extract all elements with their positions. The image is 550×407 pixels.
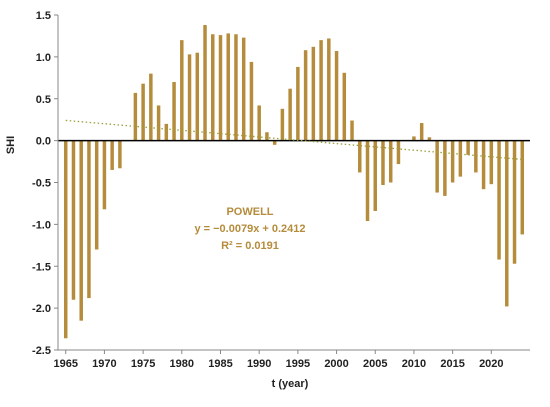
bar xyxy=(164,123,169,141)
bar xyxy=(94,140,99,250)
bar xyxy=(365,140,370,222)
bar xyxy=(195,52,200,141)
bar xyxy=(234,34,238,141)
bar xyxy=(520,140,525,235)
y-tick-label: -1.5 xyxy=(32,261,51,273)
bar xyxy=(342,72,347,141)
bar xyxy=(79,140,83,321)
bar xyxy=(102,140,107,210)
x-tick-label: 1985 xyxy=(208,358,232,370)
bar xyxy=(481,140,486,190)
x-tick-label: 2010 xyxy=(402,358,426,370)
x-tick-label: 2020 xyxy=(479,358,503,370)
x-tick-label: 1980 xyxy=(170,358,194,370)
bar xyxy=(311,46,316,141)
bar xyxy=(427,137,432,141)
y-tick-label: 1.0 xyxy=(36,52,51,64)
bar xyxy=(272,140,277,145)
y-axis-title: SHI xyxy=(5,136,17,154)
y-tick-label: 0.5 xyxy=(36,94,51,106)
x-ticks: 1965 1970 1975 1980 1985 1990 1995 2000 2005 2010… xyxy=(53,350,504,370)
bar xyxy=(218,35,223,141)
y-tick-label: -2.5 xyxy=(32,345,51,357)
bar xyxy=(172,82,176,141)
annotation-name: POWELL xyxy=(226,206,273,218)
y-tick-label: -1.0 xyxy=(32,219,51,231)
bar xyxy=(435,140,439,193)
bar xyxy=(187,54,192,141)
y-tick-label: 0.0 xyxy=(36,136,51,148)
x-tick-label: 1995 xyxy=(286,358,310,370)
bar xyxy=(149,73,153,141)
x-tick-label: 1990 xyxy=(247,358,271,370)
bar xyxy=(443,140,447,196)
bar xyxy=(226,33,230,141)
x-axis-title: t (year) xyxy=(272,378,309,390)
bar xyxy=(87,140,91,299)
bar xyxy=(419,123,424,141)
bar xyxy=(156,105,161,141)
bar xyxy=(458,140,463,177)
bar xyxy=(71,140,76,300)
bar xyxy=(265,132,269,141)
x-tick-label: 2005 xyxy=(363,358,387,370)
bar xyxy=(63,140,68,339)
y-tick-label: -0.5 xyxy=(32,178,51,190)
annotation-r2: R² = 0.0191 xyxy=(221,240,279,252)
trendline xyxy=(65,119,523,161)
bar xyxy=(110,140,114,170)
x-tick-label: 2015 xyxy=(440,358,464,370)
bar xyxy=(350,120,354,141)
bar xyxy=(512,140,517,264)
bar xyxy=(466,140,470,155)
bar xyxy=(249,61,254,141)
bar xyxy=(257,105,261,141)
bar xyxy=(241,37,246,141)
bar xyxy=(505,140,509,307)
bar xyxy=(319,40,323,141)
bar xyxy=(497,140,501,260)
bar xyxy=(474,140,478,173)
x-tick-label: 2000 xyxy=(324,358,348,370)
x-tick-label: 1975 xyxy=(131,358,155,370)
bar xyxy=(412,136,416,141)
bar xyxy=(381,140,385,186)
y-ticks: -2.5 -2.0 -1.5 -1.0 -0.5 0.0 0.5 1.0 1.5 xyxy=(32,10,58,357)
bar xyxy=(303,50,308,141)
bar xyxy=(296,66,300,141)
y-tick-label: -2.0 xyxy=(32,303,51,315)
bar xyxy=(489,140,494,185)
bar xyxy=(118,140,122,169)
y-tick-label: 1.5 xyxy=(36,10,51,22)
bar xyxy=(180,40,184,141)
bar xyxy=(211,34,215,141)
bar xyxy=(203,25,207,141)
bar xyxy=(373,140,377,211)
x-tick-label: 1970 xyxy=(92,358,116,370)
bar xyxy=(288,88,292,141)
bar xyxy=(388,140,393,183)
bar xyxy=(334,51,339,141)
bars-layer xyxy=(63,25,525,339)
bar xyxy=(450,140,455,183)
bar xyxy=(358,140,362,173)
annotation-equation: y = −0.0079x + 0.2412 xyxy=(194,223,305,235)
bar xyxy=(396,140,401,165)
x-tick-label: 1965 xyxy=(53,358,77,370)
bar xyxy=(141,83,145,141)
bar xyxy=(133,92,138,141)
bar xyxy=(327,38,331,141)
bar xyxy=(280,108,285,141)
